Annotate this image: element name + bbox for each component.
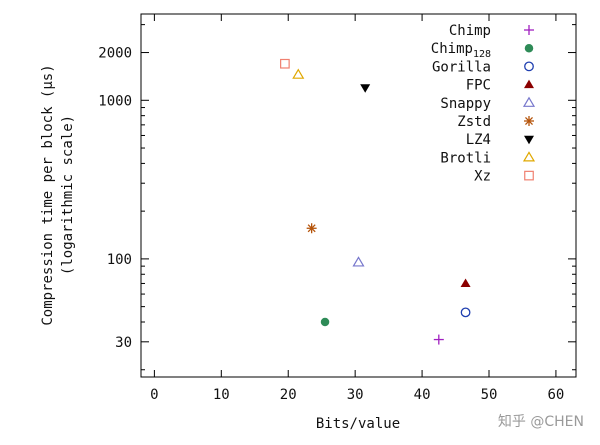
legend-label: Chimp128 — [431, 41, 491, 60]
legend-marker — [524, 116, 534, 126]
x-axis-title: Bits/value — [316, 416, 400, 432]
legend-label: Chimp — [449, 23, 491, 39]
legend-marker — [522, 151, 536, 162]
data-point — [433, 334, 444, 345]
data-point — [352, 256, 365, 267]
x-tick-label: 50 — [481, 387, 498, 403]
data-point — [320, 317, 330, 327]
x-tick-label: 0 — [150, 387, 158, 403]
y-tick-label: 30 — [115, 335, 132, 351]
data-point — [306, 223, 317, 234]
legend-marker — [522, 96, 536, 107]
legend-marker — [524, 61, 534, 72]
y-tick-label: 2000 — [98, 46, 132, 62]
data-point — [280, 58, 290, 69]
legend-label: Gorilla — [432, 59, 491, 75]
data-point — [360, 84, 371, 93]
legend-label: Brotli — [440, 150, 491, 166]
legend-marker — [524, 170, 534, 181]
legend-label: LZ4 — [466, 132, 491, 148]
x-tick-label: 20 — [280, 387, 297, 403]
data-point — [460, 307, 471, 318]
x-tick-label: 60 — [547, 387, 564, 403]
y-axis: 30 100 1000 2000 — [98, 24, 576, 371]
x-tick-label: 10 — [213, 387, 230, 403]
legend-marker — [524, 25, 534, 35]
legend-label-subscript: 128 — [473, 49, 491, 60]
legend-label: FPC — [466, 78, 491, 94]
legend-label: Snappy — [440, 96, 491, 112]
x-tick-label: 30 — [347, 387, 364, 403]
legend-label: Zstd — [457, 114, 491, 130]
y-tick-label: 100 — [107, 252, 132, 268]
watermark-text: 知乎 @CHEN — [498, 413, 584, 430]
y-tick-label: 1000 — [98, 93, 132, 109]
x-axis: 0 10 20 30 40 50 60 — [150, 14, 564, 403]
legend-marker — [524, 135, 534, 145]
data-point — [460, 278, 471, 287]
x-tick-label: 40 — [414, 387, 431, 403]
data-points — [280, 58, 471, 345]
legend-marker — [524, 79, 534, 89]
data-point — [292, 68, 305, 79]
plot-frame — [140, 13, 577, 378]
legend-label: Xz — [474, 169, 491, 185]
y-axis-title: Compression time per block (µs) — [40, 64, 56, 325]
legend-marker — [524, 43, 534, 53]
y-axis-subtitle: (logarithmic scale) — [60, 115, 76, 275]
